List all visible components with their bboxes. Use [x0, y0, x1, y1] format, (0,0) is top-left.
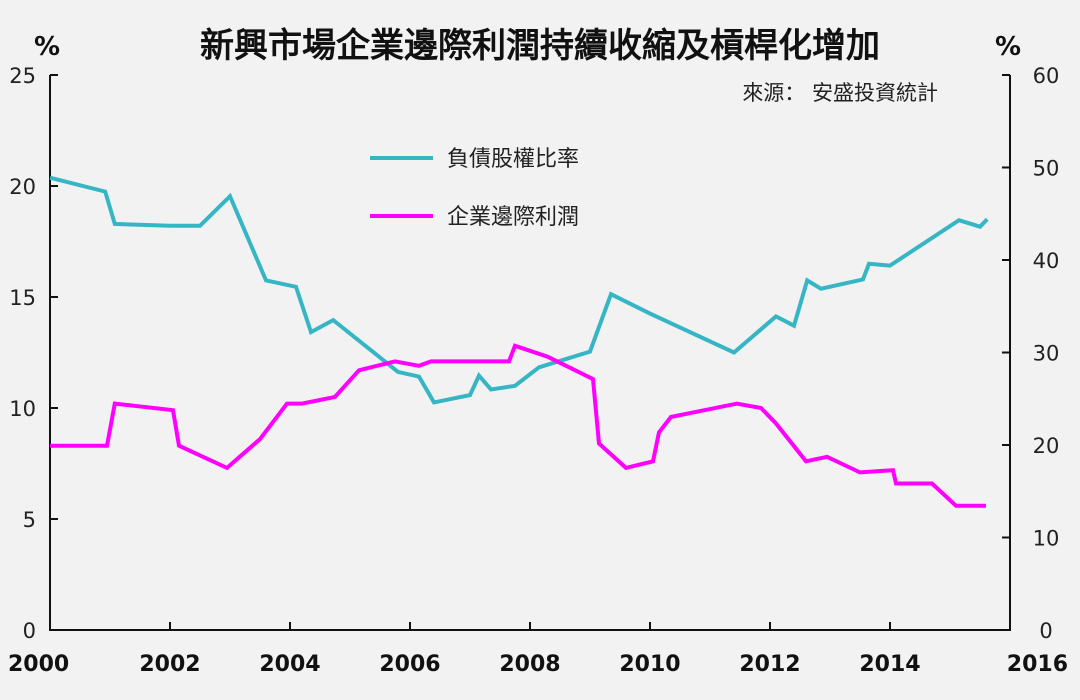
left-axis: 0 5 10 15 20 25	[9, 64, 58, 643]
x-tick-label: 2010	[619, 652, 680, 677]
profit-margin-line	[50, 343, 986, 508]
x-tick-label: 2016	[1007, 652, 1068, 677]
legend: 負債股權比率 企業邊際利潤	[370, 147, 579, 230]
x-tick-label: 2012	[739, 652, 800, 677]
x-tick-label: 2000	[8, 652, 69, 677]
right-tick-label: 40	[1033, 249, 1060, 273]
left-tick-label: 15	[9, 286, 36, 310]
series-lines	[49, 175, 989, 508]
left-tick-label: 25	[9, 64, 36, 88]
left-tick-label: 10	[9, 397, 36, 421]
x-tick-label: 2014	[859, 652, 920, 677]
chart-title: 新興市場企業邊際利潤持續收縮及槓桿化增加	[200, 26, 880, 66]
right-tick-label: 30	[1033, 342, 1060, 366]
x-tick-label: 2006	[379, 652, 440, 677]
debt-equity-ratio-line	[49, 175, 989, 405]
right-tick-label: 60	[1033, 64, 1060, 88]
legend-label-debt-equity: 負債股權比率	[447, 147, 579, 172]
x-tick-label: 2004	[259, 652, 320, 677]
left-tick-label: 0	[23, 619, 36, 643]
x-tick-label: 2002	[139, 652, 200, 677]
right-tick-label: 0	[1039, 619, 1052, 643]
right-tick-label: 10	[1033, 527, 1060, 551]
right-axis: 0 10 20 30 40 50 60	[1002, 64, 1059, 643]
right-axis-unit: %	[995, 32, 1021, 62]
left-tick-label: 20	[9, 175, 36, 199]
left-tick-label: 5	[23, 508, 36, 532]
x-tick-label: 2008	[499, 652, 560, 677]
right-tick-label: 20	[1033, 434, 1060, 458]
chart-source: 來源： 安盛投資統計	[742, 81, 938, 105]
legend-label-profit-margin: 企業邊際利潤	[447, 205, 579, 230]
x-axis: 2000 2002 2004 2006 2008 2010 2012 2014 2016	[8, 622, 1068, 677]
right-tick-label: 50	[1033, 157, 1060, 181]
left-axis-unit: %	[34, 32, 60, 62]
